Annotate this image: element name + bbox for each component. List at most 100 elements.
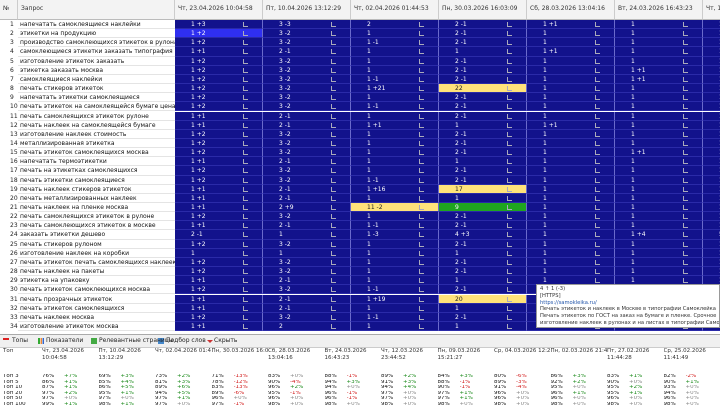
chart-icon[interactable] [331,323,336,329]
chart-icon[interactable] [683,269,688,275]
chart-icon[interactable] [683,259,688,265]
position-cell[interactable]: 1 +1 [527,20,615,30]
position-cell[interactable]: 1 [351,148,439,158]
position-cell[interactable]: 1 [703,38,720,48]
position-cell[interactable]: 11 -2 [351,203,439,213]
tops-header[interactable]: Сб, 28.03.2026 [268,348,311,354]
position-cell[interactable]: 1 [703,29,720,39]
position-cell[interactable]: 1 [351,56,439,66]
position-cell[interactable]: 2 -1 [439,148,527,158]
position-cell[interactable]: 1 [703,166,720,176]
chart-icon[interactable] [683,95,688,101]
position-cell[interactable]: 1 [615,267,703,277]
query-text[interactable]: напечатать самоклеящиеся наклейки [18,20,175,30]
tops-header[interactable]: 13:12:29 [98,355,124,361]
column-header[interactable]: Пт, 10.04.2026 13:12:29 [263,0,351,20]
chart-icon[interactable] [243,131,248,137]
chart-icon[interactable] [507,195,512,201]
toolbar-tab[interactable]: Релевантные страницы [99,337,174,344]
position-cell[interactable]: 1 [615,157,703,167]
position-cell[interactable]: 1 -1 [351,175,439,185]
chart-icon[interactable] [419,305,424,311]
position-cell[interactable]: 1 [527,175,615,185]
position-cell[interactable]: 1 [615,257,703,268]
chart-icon[interactable] [595,159,600,165]
query-text[interactable]: этикетка на упаковку [18,276,175,286]
chart-icon[interactable] [243,177,248,183]
position-cell[interactable]: 1 [615,221,703,231]
position-cell[interactable]: 3 -2 [263,129,351,139]
chart-icon[interactable] [331,31,336,37]
chart-icon[interactable] [331,250,336,256]
chart-icon[interactable] [507,131,512,137]
query-text[interactable]: изготовление наклеек на коробки [18,249,175,258]
chart-icon[interactable] [243,122,248,128]
position-cell[interactable]: 1 -1 [351,74,439,85]
position-cell[interactable]: 2 -1 [439,312,527,322]
position-cell[interactable]: 9 [439,203,527,213]
query-text[interactable]: печать самоклеящихся этикеток рулоне [18,112,175,121]
position-cell[interactable]: 1 +2 [175,93,263,103]
chart-icon[interactable] [243,159,248,165]
position-cell[interactable]: 1 +3 [703,65,720,75]
chart-icon[interactable] [683,113,688,119]
position-cell[interactable]: 2 -1 [263,294,351,304]
query-text[interactable]: изготовление этикеток заказать [18,57,175,66]
position-cell[interactable]: 1 [439,47,527,57]
position-cell[interactable]: 1 +1 [615,148,703,158]
chart-icon[interactable] [331,40,336,46]
chart-icon[interactable] [419,223,424,229]
tops-header[interactable]: Пн, 09.03.2026 [437,348,481,354]
position-cell[interactable]: 1 [615,248,703,258]
chart-icon[interactable] [507,49,512,55]
query-text[interactable]: этикетки на продукцию [18,29,175,39]
chart-icon[interactable] [595,195,600,201]
tops-header[interactable]: Топ [3,348,14,354]
position-cell[interactable]: 2 -1 [263,276,351,286]
position-cell[interactable]: 2 -1 [439,111,527,121]
query-text[interactable]: производство самоклеющихся этикеток в ру… [18,39,175,48]
position-cell[interactable]: 2 -1 [439,221,527,231]
chart-icon[interactable] [331,305,336,311]
position-cell[interactable]: 1 +1 [175,276,263,286]
query-text[interactable]: печать этикеток на самоклеящейся бумаге … [18,103,175,112]
chart-icon[interactable] [595,49,600,55]
chart-icon[interactable] [507,241,512,247]
chart-icon[interactable] [243,22,248,27]
position-cell[interactable]: 1 +1 [175,157,263,167]
position-cell[interactable]: 2 -1 [439,56,527,66]
position-cell[interactable]: 1 +2 [175,74,263,85]
chart-icon[interactable] [419,131,424,137]
position-cell[interactable]: 1 [615,120,703,130]
position-cell[interactable]: 1 [527,38,615,48]
chart-icon[interactable] [595,95,600,101]
position-cell[interactable]: 1 +1 [175,321,263,332]
chart-icon[interactable] [419,67,424,73]
position-cell[interactable]: 1 +2 [175,29,263,39]
position-cell[interactable]: 1 +1 [703,20,720,30]
chart-icon[interactable] [419,86,424,92]
position-cell[interactable]: 1 +2 [175,84,263,94]
position-cell[interactable]: 1 +2 [175,65,263,75]
position-cell[interactable]: 3 -2 [263,65,351,75]
chart-icon[interactable] [243,223,248,229]
position-cell[interactable]: 1 +2 [175,166,263,176]
chart-icon[interactable] [683,49,688,55]
chart-icon[interactable] [507,250,512,256]
position-cell[interactable]: 1 [615,184,703,194]
chart-icon[interactable] [683,250,688,256]
position-cell[interactable]: 1 [351,65,439,75]
chart-icon[interactable] [419,40,424,46]
chart-icon[interactable] [595,31,600,37]
position-cell[interactable]: 3 -2 [263,212,351,222]
position-cell[interactable]: 1 [439,303,527,313]
position-cell[interactable]: 3 -3 [263,20,351,30]
chart-icon[interactable] [683,205,688,210]
chart-icon[interactable] [243,140,248,146]
position-cell[interactable]: 1 [351,138,439,149]
position-cell[interactable]: 1 [527,239,615,249]
position-cell[interactable]: 2 -1 [439,129,527,139]
position-cell[interactable]: 1 +1 [175,303,263,313]
query-text[interactable]: напечатать термоэтикетки [18,157,175,167]
position-cell[interactable]: 1 [703,120,720,130]
